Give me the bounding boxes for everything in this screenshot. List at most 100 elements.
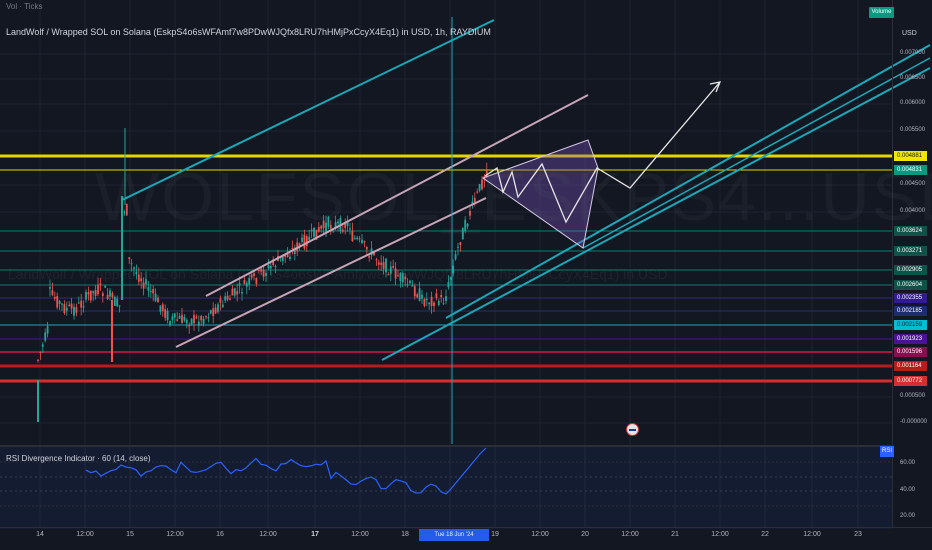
rsi-line bbox=[85, 447, 487, 495]
candle-body bbox=[325, 222, 327, 232]
candle-body bbox=[476, 191, 479, 193]
price-level-badge: 0.003624 bbox=[894, 226, 927, 236]
candle-body bbox=[401, 272, 404, 283]
candle-body bbox=[49, 287, 51, 289]
candle-body bbox=[305, 236, 308, 247]
pink-channel-upper[interactable] bbox=[205, 94, 589, 297]
candle-body bbox=[265, 272, 267, 276]
candle-body bbox=[399, 273, 402, 282]
candle-body bbox=[368, 256, 371, 258]
candle-body bbox=[147, 287, 150, 291]
candle-body bbox=[317, 227, 320, 232]
price-tick-label: -0.000000 bbox=[900, 419, 928, 425]
candle-body bbox=[154, 293, 157, 301]
candle-body bbox=[243, 279, 246, 285]
candle-body bbox=[293, 247, 296, 255]
candle-body bbox=[193, 314, 195, 324]
candle-body bbox=[397, 275, 399, 277]
candle-body bbox=[286, 253, 289, 258]
rsi-button[interactable]: RSI bbox=[880, 446, 894, 457]
candle-body bbox=[428, 302, 431, 305]
candle-body bbox=[442, 303, 445, 305]
time-tick-label: 22 bbox=[761, 531, 769, 538]
candle-body bbox=[416, 294, 419, 298]
price-level-badge: 0.004881 bbox=[894, 151, 927, 161]
channel-upper-line[interactable] bbox=[121, 19, 495, 201]
candle-body bbox=[140, 278, 143, 282]
candle-body bbox=[56, 296, 59, 308]
candle-body bbox=[272, 259, 275, 266]
candle-body bbox=[70, 303, 73, 309]
candle-body bbox=[344, 222, 347, 228]
time-tick-label: 12:00 bbox=[166, 531, 184, 538]
price-tick-label: 0.004500 bbox=[900, 181, 926, 187]
candle-body bbox=[238, 283, 241, 286]
candle-body bbox=[152, 289, 155, 294]
time-tick-label: 19 bbox=[491, 531, 499, 538]
candle-body bbox=[377, 262, 380, 265]
price-level-badge: 0.002905 bbox=[894, 265, 927, 275]
candle-body bbox=[337, 221, 339, 224]
rsi-title[interactable]: RSI Divergence Indicator · 60 (14, close… bbox=[6, 454, 151, 463]
candle-body bbox=[231, 288, 234, 296]
candle-body bbox=[322, 220, 325, 229]
candle-body bbox=[267, 265, 270, 269]
candle-body bbox=[133, 267, 135, 269]
candle-body bbox=[466, 223, 469, 227]
candle-body bbox=[183, 316, 186, 321]
candle-body bbox=[423, 299, 426, 306]
volume-indicator-label[interactable]: Vol · Ticks bbox=[6, 2, 43, 11]
candle-body bbox=[373, 251, 375, 256]
pink-channel-lower[interactable] bbox=[175, 197, 487, 348]
candle-body bbox=[214, 307, 217, 314]
candle-body bbox=[308, 236, 311, 240]
forecast-path[interactable] bbox=[484, 81, 721, 224]
us-flag-icon[interactable] bbox=[626, 423, 639, 436]
candle-body bbox=[296, 242, 299, 252]
candle-body bbox=[382, 262, 385, 269]
candle-body bbox=[425, 298, 428, 301]
channel-mid-line[interactable] bbox=[582, 57, 931, 249]
candle-body bbox=[130, 263, 133, 265]
currency-label[interactable]: USD bbox=[902, 30, 917, 37]
price-tick-label: 0.007000 bbox=[900, 50, 926, 56]
channel-lower-line-2[interactable] bbox=[381, 67, 931, 361]
candle-body bbox=[473, 197, 476, 203]
time-tick-label: 12:00 bbox=[259, 531, 277, 538]
time-tick-label: 15 bbox=[126, 531, 134, 538]
candle-body bbox=[205, 316, 207, 318]
candle-body bbox=[106, 294, 109, 299]
candle-body bbox=[164, 309, 167, 318]
candle-body bbox=[209, 310, 212, 314]
candle-body bbox=[92, 291, 95, 294]
candle-body bbox=[464, 219, 467, 231]
candle-body bbox=[44, 332, 47, 341]
time-tick-label: 12:00 bbox=[711, 531, 729, 538]
candle-body bbox=[229, 298, 231, 300]
price-tick-label: 0.005500 bbox=[900, 127, 926, 133]
channel-lower-line-1[interactable] bbox=[445, 44, 931, 319]
candle-body bbox=[404, 276, 407, 280]
candle-body bbox=[157, 297, 159, 303]
candle-body bbox=[159, 305, 162, 312]
candle-body bbox=[469, 211, 471, 216]
candle-body bbox=[250, 274, 253, 278]
candle-body bbox=[358, 238, 361, 240]
volume-button[interactable]: Volume bbox=[869, 7, 894, 18]
description-watermark: LandWolf / Wrapped SOL on Solana (EskpS4… bbox=[8, 266, 668, 282]
price-tick-label: 0.006500 bbox=[900, 75, 926, 81]
candle-body bbox=[370, 248, 373, 256]
candle-body bbox=[303, 234, 306, 249]
candle-body bbox=[145, 279, 147, 285]
candle-body bbox=[310, 229, 313, 232]
candle-body bbox=[421, 294, 423, 299]
candle-body bbox=[291, 247, 294, 250]
candle-body bbox=[137, 274, 140, 282]
chart-title: LandWolf / Wrapped SOL on Solana (EskpS4… bbox=[6, 27, 491, 37]
candle-body bbox=[361, 239, 363, 243]
candle-body bbox=[125, 204, 128, 216]
price-level-badge: 0.000772 bbox=[894, 376, 927, 386]
time-tick-label: 18 bbox=[401, 531, 409, 538]
candle-body bbox=[51, 290, 54, 295]
